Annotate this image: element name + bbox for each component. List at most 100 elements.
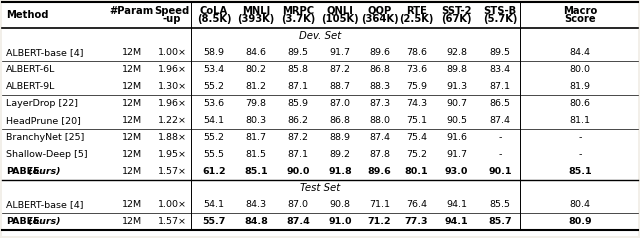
- Text: 89.2: 89.2: [330, 150, 351, 159]
- Text: -: -: [499, 133, 502, 142]
- Text: LayerDrop [22]: LayerDrop [22]: [6, 99, 78, 108]
- Text: MRPC: MRPC: [282, 5, 314, 15]
- Text: 84.3: 84.3: [245, 200, 267, 209]
- Text: 12M: 12M: [122, 217, 141, 226]
- Text: ALBERT-base [4]: ALBERT-base [4]: [6, 48, 83, 57]
- Text: 86.5: 86.5: [490, 99, 511, 108]
- Text: 80.0: 80.0: [570, 65, 591, 74]
- Text: 80.2: 80.2: [246, 65, 266, 74]
- Text: (393K): (393K): [237, 15, 275, 25]
- Text: ALBERT-6L: ALBERT-6L: [6, 65, 56, 74]
- Text: QQP: QQP: [367, 5, 392, 15]
- Text: Shallow-Deep [5]: Shallow-Deep [5]: [6, 150, 88, 159]
- Text: 90.1: 90.1: [488, 167, 512, 176]
- Text: 85.7: 85.7: [488, 217, 512, 226]
- Text: 54.1: 54.1: [204, 200, 225, 209]
- Text: 85.1: 85.1: [244, 167, 268, 176]
- Text: (2.5K): (2.5K): [399, 15, 434, 25]
- Text: 12M: 12M: [122, 133, 141, 142]
- Text: 74.3: 74.3: [406, 99, 427, 108]
- Text: 12M: 12M: [122, 48, 141, 57]
- Text: 1.95×: 1.95×: [157, 150, 186, 159]
- Text: 81.7: 81.7: [246, 133, 266, 142]
- Text: 78.6: 78.6: [406, 48, 427, 57]
- Text: 12M: 12M: [122, 200, 141, 209]
- Text: 91.0: 91.0: [328, 217, 352, 226]
- Text: 91.6: 91.6: [446, 133, 467, 142]
- Text: Speed: Speed: [154, 5, 189, 15]
- Text: PABEE: PABEE: [6, 167, 40, 176]
- Text: 55.2: 55.2: [204, 133, 225, 142]
- Text: 12M: 12M: [122, 99, 141, 108]
- Text: 71.2: 71.2: [368, 217, 391, 226]
- Text: 87.3: 87.3: [369, 99, 390, 108]
- Text: 91.8: 91.8: [328, 167, 352, 176]
- Text: 91.7: 91.7: [330, 48, 351, 57]
- Text: Score: Score: [564, 15, 596, 25]
- Text: 87.4: 87.4: [286, 217, 310, 226]
- Text: 87.1: 87.1: [287, 150, 308, 159]
- Text: 85.8: 85.8: [287, 65, 308, 74]
- Text: 87.1: 87.1: [490, 82, 511, 91]
- Text: 80.6: 80.6: [570, 99, 591, 108]
- Text: 85.9: 85.9: [287, 99, 308, 108]
- Text: 80.4: 80.4: [570, 200, 591, 209]
- Text: (ours): (ours): [25, 217, 61, 226]
- Text: (364K): (364K): [361, 15, 398, 25]
- Text: 76.4: 76.4: [406, 200, 427, 209]
- Text: 61.2: 61.2: [202, 167, 226, 176]
- Text: 75.2: 75.2: [406, 150, 427, 159]
- Text: 85.1: 85.1: [568, 167, 592, 176]
- Text: 94.1: 94.1: [445, 217, 468, 226]
- Text: 58.9: 58.9: [204, 48, 225, 57]
- Text: 85.5: 85.5: [490, 200, 511, 209]
- Text: 86.8: 86.8: [330, 116, 351, 125]
- Text: 53.4: 53.4: [204, 65, 225, 74]
- Text: 83.4: 83.4: [490, 65, 511, 74]
- Text: 88.7: 88.7: [330, 82, 351, 91]
- Text: Dev. Set: Dev. Set: [299, 31, 341, 41]
- Text: (5.7K): (5.7K): [483, 15, 517, 25]
- Text: 80.1: 80.1: [404, 167, 428, 176]
- Text: 1.57×: 1.57×: [157, 217, 186, 226]
- Text: 81.9: 81.9: [570, 82, 591, 91]
- Text: 75.1: 75.1: [406, 116, 427, 125]
- Text: HeadPrune [20]: HeadPrune [20]: [6, 116, 81, 125]
- Text: 1.30×: 1.30×: [157, 82, 187, 91]
- Text: 12M: 12M: [122, 167, 141, 176]
- Text: 87.4: 87.4: [490, 116, 511, 125]
- Text: (8.5K): (8.5K): [196, 15, 231, 25]
- Text: -: -: [499, 150, 502, 159]
- Text: -: -: [579, 133, 582, 142]
- Text: 12M: 12M: [122, 82, 141, 91]
- Text: 94.1: 94.1: [446, 200, 467, 209]
- Text: (67K): (67K): [441, 15, 472, 25]
- Text: 90.5: 90.5: [446, 116, 467, 125]
- Text: #Param: #Param: [109, 5, 154, 15]
- Text: 89.6: 89.6: [367, 167, 392, 176]
- Text: 77.3: 77.3: [404, 217, 428, 226]
- Text: 89.8: 89.8: [446, 65, 467, 74]
- Text: (3.7K): (3.7K): [281, 15, 315, 25]
- Text: 73.6: 73.6: [406, 65, 427, 74]
- Text: 87.8: 87.8: [369, 150, 390, 159]
- Text: 71.1: 71.1: [369, 200, 390, 209]
- Text: PABEE: PABEE: [6, 217, 40, 226]
- Text: -: -: [579, 150, 582, 159]
- Text: (105K): (105K): [321, 15, 359, 25]
- Text: 89.5: 89.5: [287, 48, 308, 57]
- Text: 90.8: 90.8: [330, 200, 351, 209]
- Text: 81.1: 81.1: [570, 116, 591, 125]
- Text: 53.6: 53.6: [204, 99, 225, 108]
- Text: 87.0: 87.0: [287, 200, 308, 209]
- Text: 1.96×: 1.96×: [157, 99, 186, 108]
- Text: 88.0: 88.0: [369, 116, 390, 125]
- Text: 1.22×: 1.22×: [157, 116, 186, 125]
- Text: 12M: 12M: [122, 65, 141, 74]
- Text: 12M: 12M: [122, 150, 141, 159]
- Text: 79.8: 79.8: [246, 99, 266, 108]
- Text: 86.8: 86.8: [369, 65, 390, 74]
- Text: 84.4: 84.4: [570, 48, 591, 57]
- Text: Macro: Macro: [563, 5, 597, 15]
- Text: 54.1: 54.1: [204, 116, 225, 125]
